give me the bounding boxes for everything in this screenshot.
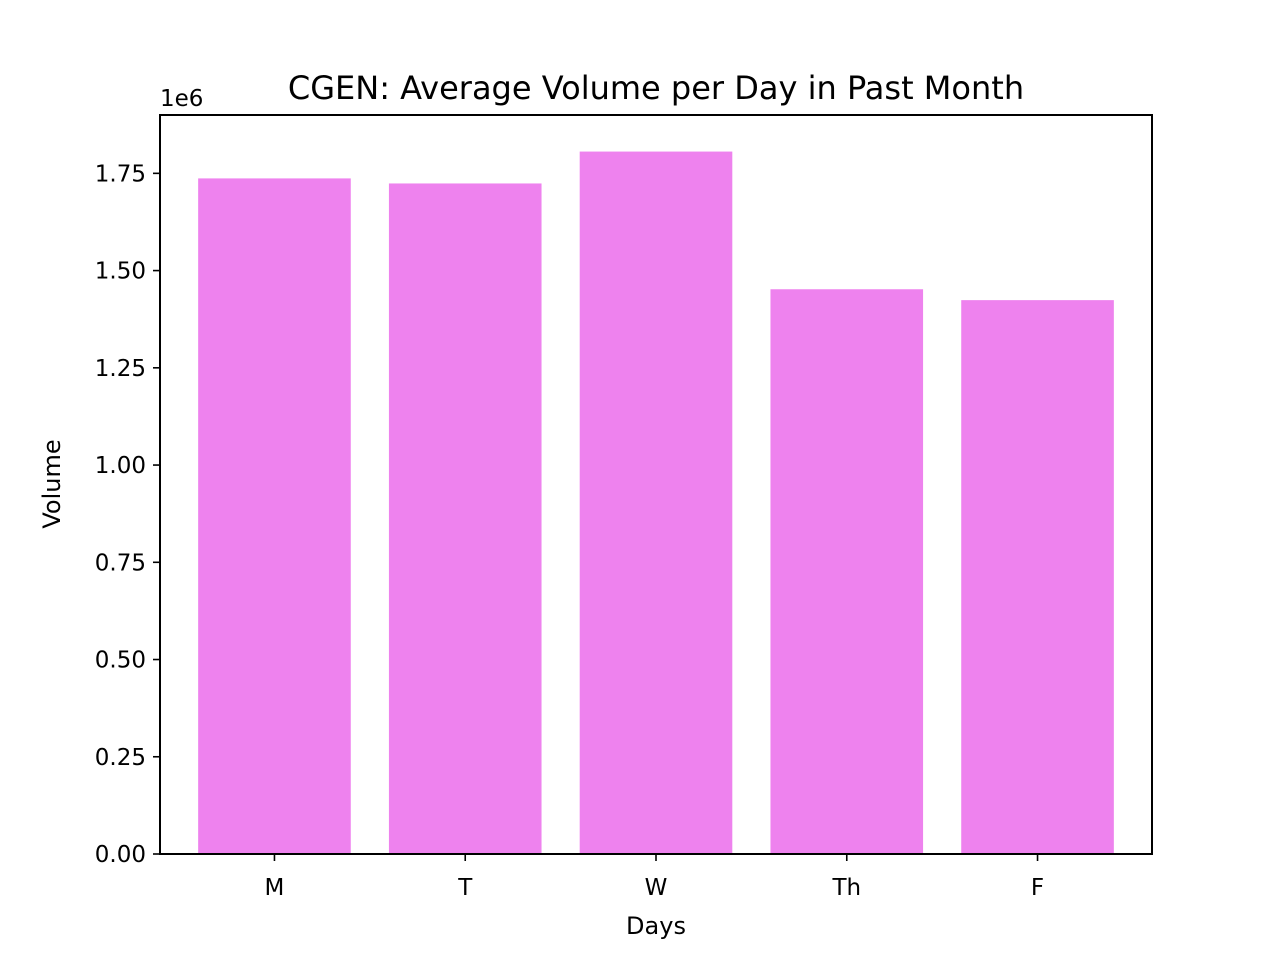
plot-area-frame <box>159 114 1153 855</box>
x-tick-label: Th <box>831 875 861 901</box>
bar-m <box>198 178 351 854</box>
y-axis-label: Volume <box>38 439 66 528</box>
y-tick-label: 0.00 <box>95 842 146 868</box>
chart-title: CGEN: Average Volume per Day in Past Mon… <box>288 69 1024 107</box>
bar-f <box>961 300 1114 855</box>
bar-t <box>388 183 542 855</box>
x-axis-label: Days <box>626 912 686 940</box>
bar-th <box>770 289 924 854</box>
bars-group <box>198 151 1114 855</box>
bar-w <box>579 151 733 855</box>
y-tick-label: 0.50 <box>95 648 146 674</box>
y-tick-label: 1.25 <box>95 356 146 382</box>
x-tick-label: W <box>645 875 668 901</box>
x-axis-ticks: M T W Th F <box>265 854 1044 901</box>
x-tick-label: M <box>265 875 285 901</box>
y-axis-ticks: 0.00 0.25 0.50 0.75 1.00 1.25 1.50 1.75 <box>95 161 160 868</box>
x-tick-label: F <box>1031 875 1044 901</box>
y-tick-label: 0.75 <box>95 550 146 576</box>
x-tick-label: T <box>457 875 473 901</box>
y-tick-label: 1.75 <box>95 161 146 187</box>
y-tick-label: 0.25 <box>95 745 146 771</box>
y-tick-label: 1.00 <box>95 453 146 479</box>
y-tick-label: 1.50 <box>95 259 146 285</box>
y-axis-offset-label: 1e6 <box>160 86 203 112</box>
